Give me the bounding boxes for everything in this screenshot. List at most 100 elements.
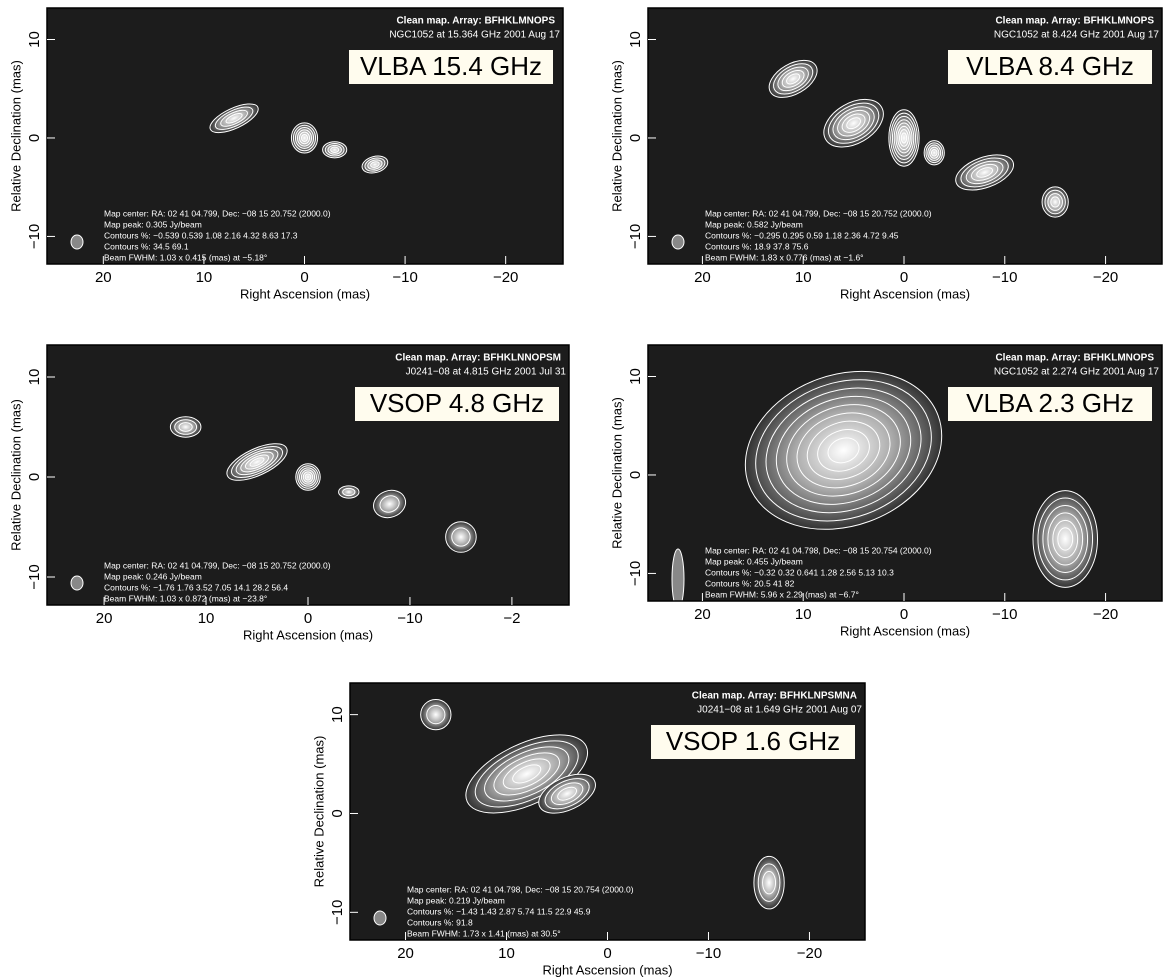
x-axis-label: Right Ascension (mas) (840, 286, 970, 301)
y-tick-label: 0 (26, 134, 43, 142)
map-panel: 20 10 0 −10 −20 −10 0 10 Right Ascension (mas) Re… (609, 8, 1162, 301)
beam (71, 576, 83, 590)
x-tick-label: 10 (795, 269, 812, 286)
map-info: Contours %: −1.76 1.76 3.52 7.05 14.1 28… (104, 582, 288, 592)
x-axis-label: Right Ascension (mas) (542, 962, 672, 977)
x-tick-label: −10 (696, 945, 721, 962)
x-tick-label: 20 (694, 269, 711, 286)
x-tick-label: 20 (397, 945, 414, 962)
map-header: Clean map. Array: BFHKLNNOPSM (395, 353, 561, 364)
map-info: Contours %: −1.43 1.43 2.87 5.74 11.5 22… (407, 906, 591, 916)
x-tick-label: 20 (694, 606, 711, 623)
x-tick-label: 20 (96, 610, 113, 627)
x-tick-label: −20 (797, 945, 822, 962)
map-info: Map center: RA: 02 41 04.799, Dec: −08 1… (705, 208, 932, 218)
map-info: Beam FWHM: 5.96 x 2.29 (mas) at −6.7° (705, 589, 859, 599)
y-axis-label: Relative Declination (mas) (609, 60, 624, 212)
map-info: Contours %: 34.5 69.1 (104, 241, 189, 251)
x-tick-label: −10 (992, 269, 1017, 286)
x-tick-label: 10 (198, 610, 215, 627)
x-tick-label: 0 (304, 610, 312, 627)
map-panel: 20 10 0 −10 −20 −10 0 10 Right Ascension (mas) Re… (609, 345, 1162, 639)
y-tick-label: 0 (627, 134, 644, 142)
y-axis-label: Relative Declination (mas) (311, 736, 326, 888)
x-axis-label: Right Ascension (mas) (840, 623, 970, 638)
map-header: Clean map. Array: BFHKLMNOPS (396, 16, 555, 27)
y-tick-label: −10 (26, 564, 43, 589)
map-label: VLBA 15.4 GHz (360, 51, 542, 81)
x-tick-label: −10 (392, 269, 417, 286)
map-label: VLBA 2.3 GHz (966, 388, 1134, 418)
map-source: NGC1052 at 2.274 GHz 2001 Aug 17 (994, 367, 1160, 378)
x-tick-label: −10 (992, 606, 1017, 623)
map-info: Map peak: 0.246 Jy/beam (104, 571, 202, 581)
map-info: Beam FWHM: 1.73 x 1.41 (mas) at 30.5° (407, 928, 561, 938)
map-info: Beam FWHM: 1.83 x 0.776 (mas) at −1.6° (705, 252, 864, 262)
map-header: Clean map. Array: BFHKLMNOPS (995, 353, 1154, 364)
map-header: Clean map. Array: BFHKLMNOPS (995, 16, 1154, 27)
map-info: Contours %: −0.32 0.32 0.641 1.28 2.56 5… (705, 567, 894, 577)
x-tick-label: 10 (196, 269, 213, 286)
map-panel: 20 10 0 −10 −20 −10 0 10 Right Ascension (mas) Re… (8, 8, 563, 301)
map-info: Contours %: −0.539 0.539 1.08 2.16 4.32 … (104, 230, 298, 240)
map-info: Contours %: 18.9 37.8 75.6 (705, 241, 809, 251)
x-tick-label: 0 (603, 945, 611, 962)
map-label: VSOP 4.8 GHz (370, 388, 544, 418)
y-tick-label: 10 (26, 31, 43, 48)
x-axis-label: Right Ascension (mas) (243, 627, 373, 642)
y-tick-label: −10 (627, 224, 644, 249)
beam (374, 911, 386, 925)
x-tick-label: −20 (1093, 269, 1118, 286)
x-tick-label: 0 (900, 606, 908, 623)
map-info: Beam FWHM: 1.03 x 0.415 (mas) at −5.18° (104, 252, 267, 262)
map-info: Map center: RA: 02 41 04.799, Dec: −08 1… (104, 560, 331, 570)
map-info: Map peak: 0.582 Jy/beam (705, 219, 803, 229)
y-tick-label: −10 (329, 900, 346, 925)
map-source: J0241−08 at 1.649 GHz 2001 Aug 07 (697, 705, 862, 716)
y-tick-label: 10 (26, 369, 43, 386)
map-info: Map peak: 0.305 Jy/beam (104, 219, 202, 229)
y-tick-label: 10 (627, 31, 644, 48)
map-panel: 20 10 0 −10 −20 −10 0 10 Right Ascension (mas) Re… (311, 683, 865, 977)
map-info: Map center: RA: 02 41 04.799, Dec: −08 1… (104, 208, 331, 218)
x-tick-label: 0 (300, 269, 308, 286)
map-label: VSOP 1.6 GHz (666, 726, 840, 756)
y-tick-label: −10 (26, 224, 43, 249)
y-tick-label: 10 (627, 368, 644, 385)
y-axis-label: Relative Declination (mas) (609, 397, 624, 549)
x-tick-label: 10 (498, 945, 515, 962)
figure: 20100−10−20−10010Right Ascension (mas)Re… (0, 0, 1164, 977)
x-tick-label: −20 (493, 269, 518, 286)
map-panel: 20 10 0 −10 −2 −10 0 10 Right Ascension (mas) Rel… (8, 345, 569, 642)
y-axis-label: Relative Declination (mas) (8, 399, 23, 551)
map-info: Contours %: 20.5 41 82 (705, 578, 795, 588)
map-info: Map center: RA: 02 41 04.798, Dec: −08 1… (407, 884, 634, 894)
y-tick-label: 0 (627, 471, 644, 479)
map-header: Clean map. Array: BFHKLNPSMNA (692, 691, 857, 702)
x-tick-label: −10 (397, 610, 422, 627)
x-tick-label: 0 (900, 269, 908, 286)
map-source: J0241−08 at 4.815 GHz 2001 Jul 31 (406, 367, 567, 378)
map-label: VLBA 8.4 GHz (966, 51, 1134, 81)
x-tick-label: 20 (95, 269, 112, 286)
map-source: NGC1052 at 8.424 GHz 2001 Aug 17 (994, 30, 1160, 41)
x-axis-label: Right Ascension (mas) (240, 286, 370, 301)
x-tick-label: 10 (795, 606, 812, 623)
beam (672, 549, 684, 609)
map-info: Beam FWHM: 1.03 x 0.872 (mas) at −23.8° (104, 593, 267, 603)
y-tick-label: 10 (329, 706, 346, 723)
beam (672, 235, 684, 249)
map-info: Map peak: 0.455 Jy/beam (705, 556, 803, 566)
map-info: Contours %: −0.295 0.295 0.59 1.18 2.36 … (705, 230, 899, 240)
y-tick-label: 0 (26, 473, 43, 481)
x-tick-label: −20 (1093, 606, 1118, 623)
y-tick-label: −10 (627, 561, 644, 586)
y-tick-label: 0 (329, 809, 346, 817)
map-source: NGC1052 at 15.364 GHz 2001 Aug 17 (389, 30, 560, 41)
map-info: Map center: RA: 02 41 04.798, Dec: −08 1… (705, 545, 932, 555)
beam (71, 235, 83, 249)
x-tick-label: −2 (503, 610, 520, 627)
map-info: Contours %: 91.8 (407, 917, 473, 927)
y-axis-label: Relative Declination (mas) (8, 60, 23, 212)
map-info: Map peak: 0.219 Jy/beam (407, 895, 505, 905)
